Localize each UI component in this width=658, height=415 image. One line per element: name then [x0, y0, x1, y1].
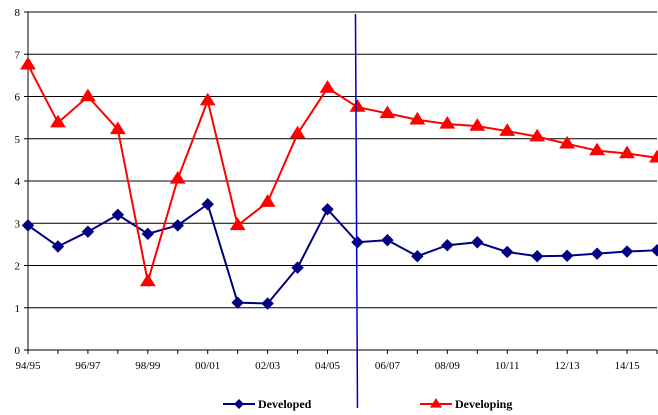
- y-tick-label-6: 6: [15, 92, 21, 104]
- legend-marker-developed: [234, 399, 244, 409]
- point-developed-17: [530, 249, 544, 263]
- point-developing-21: [649, 149, 658, 163]
- point-developed-11: [351, 236, 364, 249]
- point-developed-1: [51, 240, 65, 253]
- point-developed-13: [411, 249, 424, 263]
- y-tick-label-8: 8: [15, 7, 21, 19]
- point-developed-7: [231, 296, 244, 309]
- point-developing-19: [589, 142, 605, 156]
- y-tick-label-1: 1: [15, 303, 21, 315]
- point-developing-20: [619, 145, 635, 159]
- point-developed-6: [201, 198, 214, 211]
- point-developed-3: [111, 208, 125, 222]
- gridlines: [28, 11, 657, 309]
- y-tick-label-7: 7: [15, 49, 21, 61]
- x-tick-label-98-99: 98/99: [135, 360, 161, 372]
- point-developed-21: [650, 244, 658, 257]
- point-developing-2: [80, 88, 96, 102]
- point-developed-14: [441, 239, 454, 252]
- legend-label-developed: Developed: [258, 397, 312, 411]
- point-developing-18: [559, 135, 576, 149]
- point-developing-13: [409, 111, 426, 125]
- point-developing-0: [20, 56, 36, 70]
- x-axis-ticks: 94/95 96/97 98/99 00/01 02/03 04/05 06/07 08/09…: [15, 350, 658, 372]
- x-tick-label-02-03: 02/03: [255, 360, 281, 372]
- point-developed-19: [590, 247, 604, 260]
- point-developing-7: [229, 217, 246, 231]
- point-developed-16: [501, 245, 514, 259]
- point-developing-1: [50, 114, 66, 128]
- x-tick-label-08-09: 08/09: [435, 360, 461, 372]
- y-tick-label-4: 4: [15, 176, 21, 188]
- point-developing-4: [139, 273, 156, 287]
- point-developed-10: [321, 203, 334, 216]
- point-developed-9: [291, 261, 304, 274]
- point-developing-15: [469, 118, 486, 131]
- point-developing-11: [349, 99, 366, 112]
- forecast-divider-line: [354, 13, 359, 409]
- point-developing-12: [379, 105, 396, 119]
- point-developing-8: [259, 194, 276, 207]
- point-developing-17: [529, 128, 546, 142]
- x-tick-label-04-05: 04/05: [315, 360, 341, 372]
- point-developed-20: [620, 245, 634, 258]
- y-tick-label-3: 3: [15, 218, 21, 230]
- point-developed-2: [81, 225, 95, 238]
- point-developed-4: [141, 227, 155, 241]
- legend: Developed Developing: [223, 397, 512, 411]
- x-tick-label-00-01: 00/01: [195, 360, 220, 372]
- vertical-marker-layer: [354, 13, 359, 409]
- point-developed-8: [261, 297, 274, 310]
- point-developed-15: [471, 236, 484, 249]
- y-tick-label-5: 5: [15, 134, 21, 146]
- series-line-developed: [27, 202, 658, 305]
- y-axis-ticks: 0 1 2 3 4 5 6 7 8: [15, 7, 28, 357]
- point-developing-10: [319, 80, 336, 93]
- point-developed-12: [381, 233, 394, 247]
- legend-label-developing: Developing: [455, 397, 512, 411]
- point-developing-14: [439, 116, 456, 129]
- series-line-developing: [27, 64, 658, 282]
- point-developed-18: [560, 249, 574, 262]
- point-developed-0: [21, 219, 35, 232]
- x-tick-label-94-95: 94/95: [15, 360, 41, 372]
- point-developing-9: [289, 125, 306, 139]
- x-tick-label-10-11: 10/11: [495, 360, 520, 372]
- x-tick-label-12-13: 12/13: [555, 360, 581, 372]
- legend-marker-developing: [430, 398, 442, 408]
- x-tick-label-96-97: 96/97: [75, 360, 101, 372]
- point-developing-6: [199, 92, 216, 106]
- y-tick-label-2: 2: [15, 261, 21, 273]
- x-tick-label-14-15: 14/15: [615, 360, 641, 372]
- series-layer: [20, 56, 658, 310]
- point-developing-3: [109, 121, 126, 135]
- point-developing-5: [169, 170, 186, 184]
- x-tick-label-06-07: 06/07: [375, 360, 401, 372]
- point-developed-5: [171, 219, 184, 232]
- point-developing-16: [499, 123, 516, 136]
- y-tick-label-0: 0: [15, 345, 21, 357]
